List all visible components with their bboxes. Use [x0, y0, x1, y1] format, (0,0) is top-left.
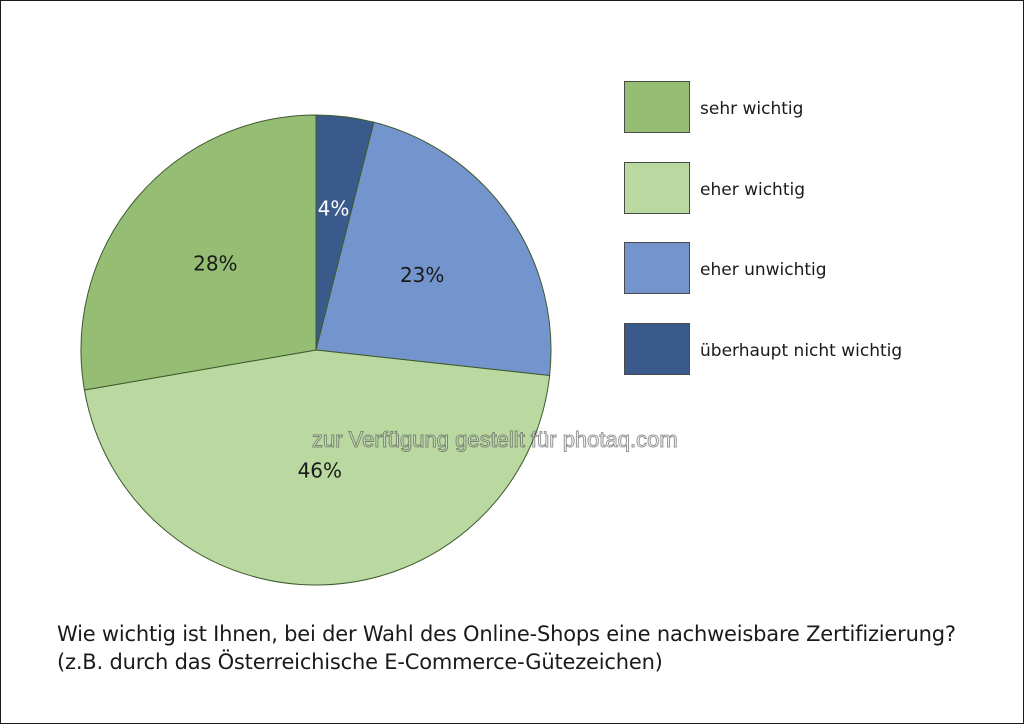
legend-swatch-eher-unwichtig: [624, 242, 690, 294]
legend-label-ueberhaupt-nicht-wichtig: überhaupt nicht wichtig: [700, 341, 903, 361]
caption-note: (z.B. durch das Österreichische E-Commer…: [57, 650, 663, 674]
pie-slice-3: [80, 114, 317, 391]
legend-item-ueberhaupt-nicht-wichtig: überhaupt nicht wichtig: [624, 323, 964, 377]
pie-slice-2: [83, 349, 551, 586]
legend-item-sehr-wichtig: sehr wichtig: [624, 81, 964, 135]
legend-swatch-ueberhaupt-nicht-wichtig: [624, 323, 690, 375]
legend-item-eher-wichtig: eher wichtig: [624, 162, 964, 216]
legend-swatch-eher-wichtig: [624, 162, 690, 214]
legend-label-eher-wichtig: eher wichtig: [700, 180, 806, 200]
legend-item-eher-unwichtig: eher unwichtig: [624, 242, 964, 296]
legend-label-sehr-wichtig: sehr wichtig: [700, 99, 804, 119]
pie-slice-1: [315, 121, 552, 377]
caption-question: Wie wichtig ist Ihnen, bei der Wahl des …: [57, 622, 956, 646]
pie-slice-label-3: 28%: [193, 252, 237, 276]
pie-slice-label-2: 46%: [298, 459, 342, 483]
legend-swatch-sehr-wichtig: [624, 81, 690, 133]
pie-slice-label-0: 4%: [318, 197, 350, 221]
chart-caption: Wie wichtig ist Ihnen, bei der Wahl des …: [57, 620, 956, 676]
legend-label-eher-unwichtig: eher unwichtig: [700, 260, 827, 280]
watermark-text: zur Verfügung gestellt für photaq.com: [312, 427, 679, 453]
pie-slice-label-1: 23%: [400, 263, 444, 287]
